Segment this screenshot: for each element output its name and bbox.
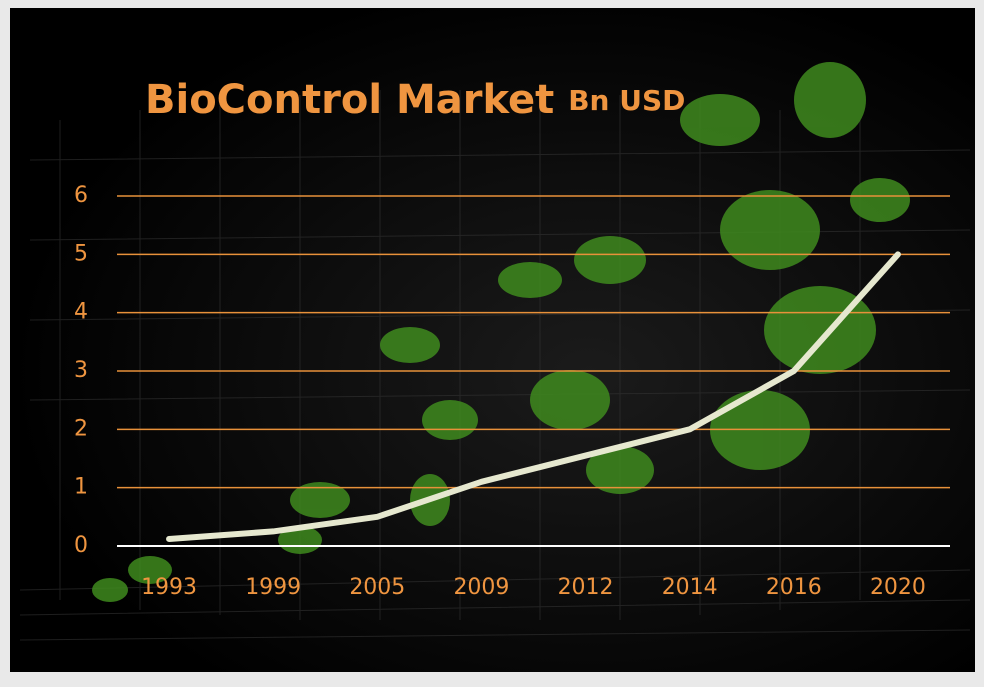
y-tick-label: 2 bbox=[74, 416, 88, 441]
plant-decoration bbox=[92, 62, 910, 602]
x-tick-label: 2014 bbox=[662, 575, 718, 600]
y-tick-label: 3 bbox=[74, 358, 88, 383]
title-text: BioControl Market bbox=[145, 77, 554, 123]
y-tick-label: 1 bbox=[74, 475, 88, 500]
y-tick-label: 6 bbox=[74, 183, 88, 208]
x-tick-label: 2009 bbox=[453, 575, 509, 600]
x-tick-label: 2012 bbox=[558, 575, 614, 600]
x-tick-label: 1993 bbox=[141, 575, 197, 600]
y-tick-label: 5 bbox=[74, 241, 88, 266]
x-tick-label: 2016 bbox=[766, 575, 822, 600]
y-tick-label: 4 bbox=[74, 300, 88, 325]
y-tick-label: 0 bbox=[74, 533, 88, 558]
x-tick-label: 2005 bbox=[349, 575, 405, 600]
x-tick-label: 1999 bbox=[245, 575, 301, 600]
title-unit: Bn USD bbox=[568, 84, 685, 117]
background-grid bbox=[19, 90, 971, 641]
data-line bbox=[166, 251, 901, 542]
chart-title: BioControl Market Bn USD bbox=[145, 77, 685, 123]
x-tick-label: 2020 bbox=[870, 575, 926, 600]
